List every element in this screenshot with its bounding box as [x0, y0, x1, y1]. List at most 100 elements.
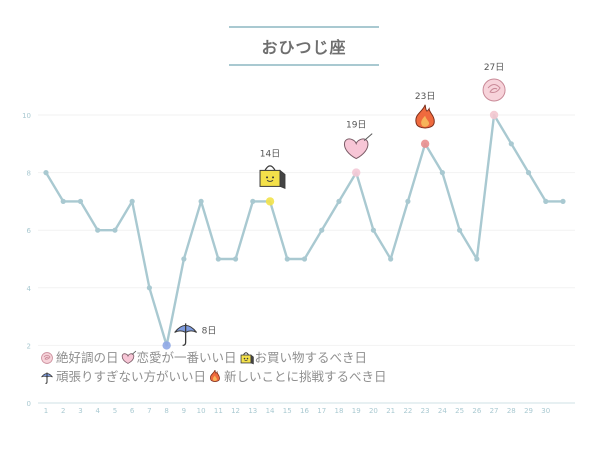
heart-letter-icon	[121, 350, 136, 364]
fire-icon	[415, 104, 435, 129]
highlight-point	[265, 197, 275, 206]
data-point	[457, 227, 463, 233]
x-tick-label: 9	[182, 407, 186, 415]
x-tick-label: 29	[524, 407, 533, 415]
legend-label: 頑張りすぎない方がいい日	[56, 369, 207, 384]
highlight-point	[420, 139, 430, 148]
chart-title-frame: おひつじ座	[229, 26, 379, 66]
x-tick-label: 6	[130, 407, 135, 415]
data-point	[301, 256, 308, 262]
data-point	[43, 170, 49, 176]
bag-side	[250, 353, 254, 364]
bag-eye-right	[272, 176, 275, 179]
chart-title: おひつじ座	[261, 38, 347, 57]
rose-icon	[41, 351, 53, 364]
data-point	[560, 198, 566, 204]
annotation-label: 19日	[346, 120, 366, 131]
data-point	[112, 227, 118, 233]
bag-handle	[242, 351, 249, 355]
flame-inner	[213, 375, 217, 381]
umbrella-handle	[182, 323, 187, 347]
x-tick-label: 15	[283, 407, 292, 415]
bag-side	[279, 169, 286, 189]
umbrella-icon	[41, 372, 53, 384]
x-tick-label: 17	[317, 407, 326, 415]
heart-shape	[343, 138, 369, 160]
data-point	[336, 198, 342, 204]
rose-bloom	[41, 351, 53, 364]
shopping-bag-icon-group	[240, 351, 254, 364]
highlight-point	[352, 168, 361, 177]
rose-icon	[482, 78, 506, 102]
x-tick-label: 4	[95, 407, 100, 415]
y-tick-label: 4	[27, 285, 32, 293]
data-point	[60, 198, 66, 204]
x-tick-label: 10	[197, 407, 206, 415]
umbrella-icon	[174, 323, 198, 347]
data-point	[370, 227, 377, 233]
shopping-bag-icon	[240, 351, 254, 364]
data-point	[146, 285, 152, 291]
heart-arrow	[131, 350, 136, 355]
x-tick-label: 1	[44, 407, 48, 415]
bag-handle	[264, 165, 276, 171]
bag-mouth	[266, 180, 274, 182]
x-tick-label: 30	[541, 407, 550, 415]
annotation-label: 23日	[415, 91, 435, 102]
x-tick-label: 12	[231, 407, 240, 415]
x-tick-label: 28	[507, 407, 516, 415]
x-tick-label: 25	[455, 407, 464, 415]
x-tick-label: 3	[78, 407, 82, 415]
x-tick-label: 7	[147, 407, 151, 415]
data-point	[232, 256, 239, 262]
x-tick-label: 18	[335, 407, 344, 415]
data-point	[129, 198, 135, 204]
y-tick-label: 0	[27, 400, 31, 408]
bag-body	[240, 354, 251, 363]
legend-label: お買い物するべき日	[254, 350, 368, 365]
rose-petals	[43, 354, 51, 360]
x-tick-label: 20	[369, 407, 378, 415]
bag-eye-right	[246, 357, 248, 359]
x-tick-label: 19	[352, 407, 361, 415]
legend-row: 頑張りすぎない方がいい日 新しいことに挑戦するべき日	[38, 367, 387, 386]
annotation-label: 8日	[202, 325, 217, 336]
data-point	[198, 198, 204, 204]
data-point	[284, 256, 290, 262]
x-tick-label: 27	[490, 407, 499, 415]
data-point	[250, 198, 256, 204]
y-tick-label: 2	[27, 342, 31, 350]
x-tick-label: 26	[472, 407, 481, 415]
data-point	[319, 227, 325, 233]
umbrella-handle	[45, 372, 48, 384]
bag-eye-left	[243, 357, 245, 359]
x-tick-label: 16	[300, 407, 309, 415]
data-point	[525, 170, 532, 176]
data-point	[405, 198, 411, 204]
heart-arrow	[363, 133, 373, 141]
rose-bloom	[482, 78, 506, 102]
legend-label: 新しいことに挑戦するべき日	[224, 369, 387, 384]
x-tick-label: 22	[403, 407, 412, 415]
data-point	[474, 256, 480, 262]
x-tick-label: 14	[266, 407, 275, 415]
heart-letter-icon	[343, 133, 373, 160]
data-point	[508, 141, 514, 147]
x-tick-label: 24	[438, 407, 447, 415]
highlight-point	[489, 110, 499, 120]
heart-shape	[121, 352, 134, 364]
bag-eye-left	[266, 176, 269, 179]
fire-icon	[210, 369, 220, 382]
y-tick-label: 10	[22, 112, 31, 120]
x-tick-label: 13	[248, 407, 257, 415]
legend-row: 絶好調の日 恋愛が一番いい日 お買い物するべき日	[38, 348, 387, 367]
x-tick-label: 2	[61, 407, 65, 415]
annotation-label: 27日	[484, 62, 504, 73]
data-point	[77, 198, 84, 204]
data-point	[543, 198, 549, 204]
highlight-point	[162, 341, 171, 350]
data-point	[95, 227, 101, 233]
umbrella-icon-group	[41, 372, 53, 384]
